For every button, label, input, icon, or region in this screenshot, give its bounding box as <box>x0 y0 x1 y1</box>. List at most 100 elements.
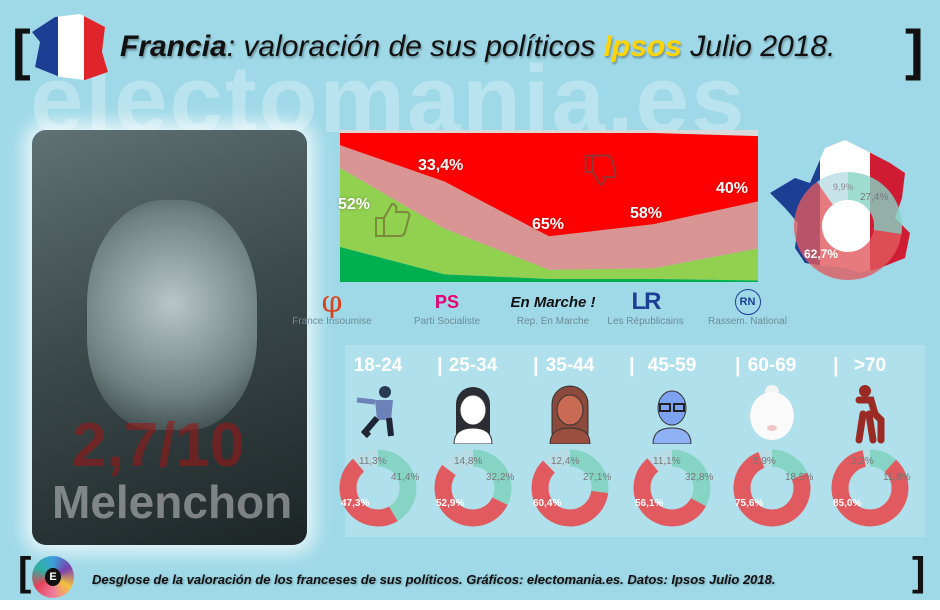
donut-segment-negative <box>633 449 711 527</box>
donut-segment-negative <box>733 449 811 527</box>
france-map-donut: 62,7% 9,9% 27,4% <box>770 140 910 280</box>
party-logo-icon: RN <box>734 289 761 315</box>
footer-caption: Desglose de la valoración de los frances… <box>92 572 776 587</box>
france-flag-map-icon <box>32 14 108 80</box>
title-country: Francia <box>120 30 227 63</box>
footer-bracket-right: ] <box>912 550 926 594</box>
age-separator: | <box>629 355 635 377</box>
donut-segment-negative <box>339 449 417 527</box>
age-positive-label: 32,2% <box>486 472 514 483</box>
donut-segment-none <box>339 449 417 527</box>
age-avatar-icon <box>443 384 503 444</box>
donut-segment-none <box>633 449 711 527</box>
party-1: PS Parti Socialiste <box>402 288 492 328</box>
donut-segment-none <box>733 449 811 527</box>
party-name: Rassem. National <box>708 316 787 327</box>
title-pollster: Ipsos <box>603 30 682 63</box>
age-negative-label: 85,0% <box>833 498 861 509</box>
national-positive-label: 27,4% <box>860 192 888 203</box>
donut-segment-negative <box>794 172 902 280</box>
area-no-opinion <box>340 130 758 137</box>
age-donut: 85,0% 3,2% 11,8% <box>831 449 911 527</box>
donut-segment-negative <box>434 449 512 527</box>
area-very-positive <box>340 247 758 282</box>
electomania-logo: E <box>32 556 74 598</box>
party-2: En Marche ! Rep. En Marche <box>498 288 608 328</box>
donut-segment-none <box>434 449 512 527</box>
title-text: : valoración de sus políticos <box>226 30 604 63</box>
age-negative-label: 75,6% <box>735 498 763 509</box>
thumbs-up-icon <box>375 202 411 237</box>
party-name: Rep. En Marche <box>516 316 590 327</box>
age-label: >70 <box>853 355 887 376</box>
age-positive-label: 11,8% <box>883 472 911 483</box>
age-none-label: 12,4% <box>551 456 579 467</box>
age-donut: 60,4% 12,4% 27,1% <box>531 449 611 527</box>
logo-letter: E <box>45 568 61 586</box>
donut-segment-negative <box>531 449 609 527</box>
age-donut: 75,6% 5,9% 18,5% <box>733 449 813 527</box>
age-label: 35-44 <box>545 355 595 376</box>
party-name: Les Républicains <box>607 316 684 327</box>
party-0: φ France Insoumise <box>282 285 382 328</box>
party-name: Parti Socialiste <box>413 316 481 327</box>
age-group-25-34: 25-34 52,9% 14,8% 32,2% <box>428 345 518 533</box>
age-separator: | <box>437 355 443 377</box>
thumbs-down-icon <box>584 154 617 186</box>
age-avatar-icon <box>642 384 702 444</box>
party-name: France Insoumise <box>292 316 372 327</box>
age-positive-label: 27,1% <box>583 472 611 483</box>
age-label: 18-24 <box>353 355 403 376</box>
age-negative-label: 60,4% <box>533 498 561 509</box>
age-positive-label: 32,8% <box>685 472 713 483</box>
age-positive-label: 18,5% <box>785 472 813 483</box>
age-donut: 47,3% 11,3% 41,4% <box>339 449 419 527</box>
age-none-label: 11,1% <box>653 456 681 467</box>
chart-data-label: 58% <box>630 205 663 222</box>
chart-data-label: 52% <box>338 196 371 213</box>
age-avatar-icon <box>742 384 802 444</box>
age-group->70: >70 85,0% 3,2% 11,8% <box>825 345 915 533</box>
party-logo-icon: LR <box>631 288 662 315</box>
page-title: Francia: valoración de sus políticos Ips… <box>120 30 835 64</box>
area-negative <box>340 145 758 270</box>
donut-segment-none <box>531 449 609 527</box>
politician-name: Melenchon <box>52 476 293 528</box>
age-donut: 52,9% 14,8% 32,2% <box>434 449 514 527</box>
age-separator: | <box>533 355 539 377</box>
age-negative-label: 52,9% <box>436 498 464 509</box>
donut-segment-negative <box>831 449 909 527</box>
age-separator: | <box>833 355 839 377</box>
age-label: 25-34 <box>448 355 498 376</box>
national-negative-label: 62,7% <box>804 247 838 261</box>
age-group-35-44: 35-44 60,4% 12,4% 27,1% <box>525 345 615 533</box>
donut-segment-none <box>794 172 902 280</box>
age-donut: 56,1% 11,1% 32,8% <box>633 449 713 527</box>
age-group-18-24: 18-24 47,3% 11,3% 41,4% <box>333 345 423 533</box>
donut-segment-none <box>831 449 909 527</box>
party-4: RN Rassem. National <box>700 288 795 327</box>
age-positive-label: 41,4% <box>391 472 419 483</box>
chart-data-label: 33,4% <box>418 157 464 174</box>
age-groups-panel: 18-24 47,3% 11,3% 41,4% 25-34 52,9% 14,8%… <box>339 345 925 537</box>
party-logo-icon: PS <box>434 291 459 312</box>
age-separator: | <box>735 355 741 377</box>
age-none-label: 3,2% <box>851 456 874 467</box>
area-very-negative <box>340 133 758 237</box>
age-avatar-icon <box>348 384 408 444</box>
politician-face <box>87 200 257 430</box>
age-group-45-59: 45-59 56,1% 11,1% 32,8% <box>627 345 717 533</box>
politician-photo: 2,7/10 Melenchon <box>32 130 307 545</box>
footer-bracket-left: [ <box>18 550 32 594</box>
chart-data-label: 65% <box>532 216 565 233</box>
party-3: LR Les Républicains <box>598 288 693 327</box>
politician-score: 2,7/10 <box>72 411 245 480</box>
national-none-label: 9,9% <box>833 182 854 192</box>
bracket-right: ] <box>905 18 924 81</box>
age-label: 60-69 <box>747 355 797 376</box>
age-avatar-icon <box>540 384 600 444</box>
age-none-label: 14,8% <box>454 456 482 467</box>
age-label: 45-59 <box>647 355 697 376</box>
age-group-60-69: 60-69 75,6% 5,9% 18,5% <box>727 345 817 533</box>
